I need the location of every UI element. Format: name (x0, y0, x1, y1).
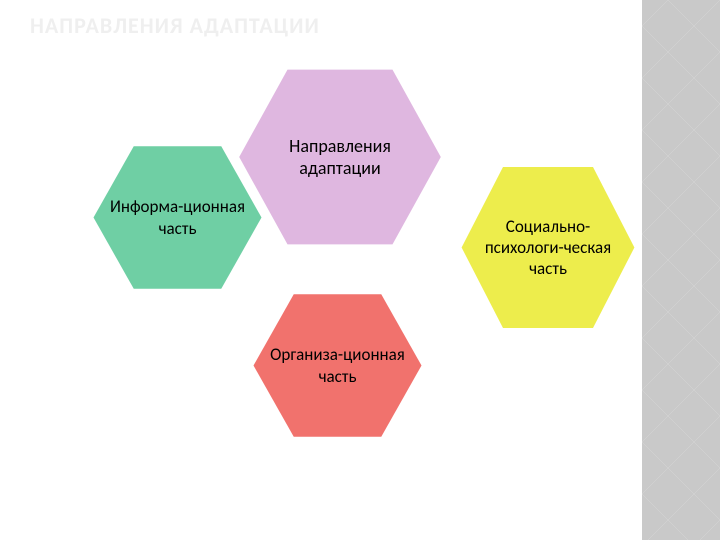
sidebar-diamond-pattern (642, 0, 720, 540)
slide-title: НАПРАВЛЕНИЯ АДАПТАЦИИ (30, 12, 320, 39)
hexagon-directions-label: Направления адаптации (235, 135, 445, 180)
hexagon-information-label: Информа-ционная часть (90, 196, 265, 239)
hexagon-organizational-label: Организа-ционная часть (250, 344, 425, 387)
hexagon-organizational: Организа-ционная часть (250, 288, 425, 443)
hexagon-social-psych: Социально-психологи-ческая часть (458, 160, 638, 335)
slide: НАПРАВЛЕНИЯ АДАПТАЦИИ Информа-ционная ча… (0, 0, 720, 540)
hexagon-social-psych-label: Социально-психологи-ческая часть (458, 216, 638, 280)
hexagon-directions: Направления адаптации (235, 62, 445, 252)
